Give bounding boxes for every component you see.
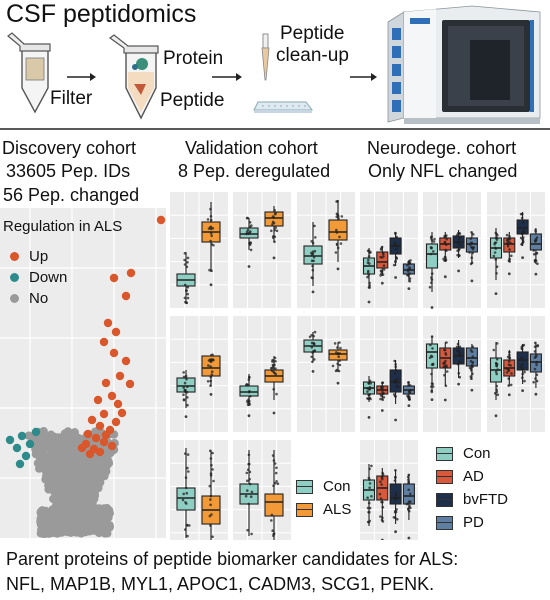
validation-legend-item: Con bbox=[296, 475, 351, 498]
neuro-panel bbox=[487, 316, 545, 432]
volcano-legend-label: Up bbox=[29, 248, 49, 265]
volcano-legend-label: No bbox=[29, 290, 49, 307]
validation-legend-label: Con bbox=[323, 478, 351, 495]
validation-boxplots bbox=[170, 192, 355, 540]
neuro-panel bbox=[423, 316, 481, 432]
discovery-header-line3: 56 Pep. changed bbox=[3, 185, 140, 205]
neuro-panel bbox=[423, 192, 481, 309]
neuro-panel bbox=[360, 316, 418, 432]
validation-header-line1: Validation cohort bbox=[185, 138, 318, 158]
validation-panel bbox=[170, 192, 228, 324]
well-plate-icon bbox=[253, 101, 313, 113]
cleanup-label-line2: clean-up bbox=[276, 45, 349, 66]
neuro-panel bbox=[360, 440, 418, 540]
volcano-legend-swatch bbox=[10, 273, 19, 282]
validation-legend: Con ALS bbox=[296, 475, 351, 521]
footer-line1: Parent proteins of peptide biomarker can… bbox=[6, 549, 459, 569]
workflow-illustration bbox=[0, 5, 550, 130]
cleanup-label-line1: Peptide bbox=[280, 23, 345, 44]
validation-panel bbox=[233, 316, 291, 432]
neuro-boxplots bbox=[360, 192, 545, 540]
neuro-legend-label: AD bbox=[463, 468, 484, 485]
volcano-legend-item: No bbox=[6, 288, 67, 309]
neuro-legend-item: bvFTD bbox=[436, 488, 508, 511]
validation-legend-swatch bbox=[296, 502, 313, 517]
volcano-legend-item: Down bbox=[6, 267, 67, 288]
neuro-legend-item: Con bbox=[436, 442, 508, 465]
filter-label: Filter bbox=[50, 88, 93, 109]
neuro-legend: Con AD bvFTD PD bbox=[436, 442, 508, 534]
footer-line2: NFL, MAP1B, MYL1, APOC1, CADM3, SCG1, PE… bbox=[6, 574, 435, 594]
neuro-legend-swatch bbox=[436, 469, 453, 484]
volcano-points bbox=[5, 215, 166, 538]
neuro-panel bbox=[360, 192, 418, 308]
neuro-legend-swatch bbox=[436, 515, 453, 530]
volcano-legend-swatch bbox=[10, 252, 19, 261]
arrow-icon bbox=[212, 73, 242, 81]
neuro-legend-item: AD bbox=[436, 465, 508, 488]
volcano-legend: Up Down No bbox=[6, 246, 67, 309]
validation-legend-label: ALS bbox=[323, 501, 352, 518]
neuro-legend-label: Con bbox=[463, 445, 491, 462]
validation-legend-item: ALS bbox=[296, 498, 351, 521]
validation-panel bbox=[233, 440, 291, 540]
neuro-header-line2: Only NFL changed bbox=[368, 161, 518, 181]
pipette-tip-icon bbox=[261, 33, 270, 81]
volcano-plot bbox=[0, 208, 166, 538]
neuro-legend-label: PD bbox=[463, 514, 484, 531]
volcano-legend-swatch bbox=[10, 294, 19, 303]
filter-tube-icon bbox=[7, 32, 51, 114]
peptide-label: Peptide bbox=[160, 90, 225, 111]
neuro-legend-swatch bbox=[436, 446, 453, 461]
discovery-header-line1: Discovery cohort bbox=[2, 138, 137, 158]
arrow-icon bbox=[67, 73, 96, 81]
neuro-header-line1: Neurodege. cohort bbox=[367, 138, 517, 158]
validation-header-line2: 8 Pep. deregulated bbox=[178, 161, 331, 181]
discovery-header-line2: 33605 Pep. IDs bbox=[6, 161, 131, 181]
validation-panel bbox=[170, 440, 228, 540]
page-title: CSF peptidomics bbox=[6, 0, 197, 28]
arrow-icon bbox=[350, 73, 377, 81]
validation-panel bbox=[297, 316, 355, 432]
validation-panel bbox=[233, 192, 291, 308]
protein-label: Protein bbox=[163, 48, 224, 69]
validation-legend-swatch bbox=[296, 479, 313, 494]
validation-panel bbox=[170, 316, 228, 432]
neuro-legend-swatch bbox=[436, 492, 453, 507]
validation-panel bbox=[297, 192, 355, 308]
digestion-tube-icon bbox=[108, 34, 159, 120]
volcano-legend-item: Up bbox=[6, 246, 67, 267]
neuro-legend-label: bvFTD bbox=[463, 491, 508, 508]
neuro-panel bbox=[487, 192, 545, 308]
neuro-legend-item: PD bbox=[436, 511, 508, 534]
mass-spectrometer-icon bbox=[387, 5, 541, 124]
volcano-legend-title: Regulation in ALS bbox=[3, 218, 123, 235]
volcano-legend-label: Down bbox=[29, 269, 68, 286]
